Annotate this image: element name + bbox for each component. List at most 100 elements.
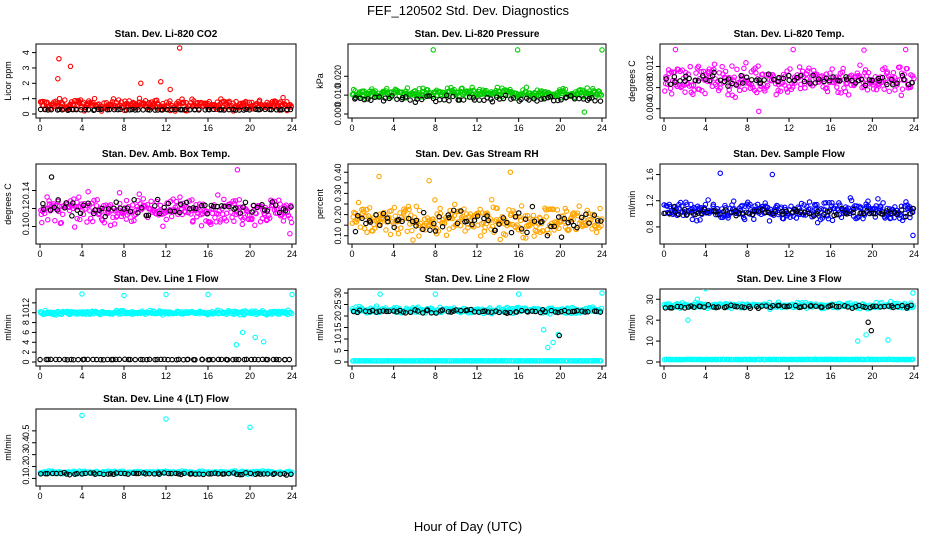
data-point — [436, 213, 442, 220]
data-point — [154, 196, 161, 203]
data-point — [252, 222, 258, 229]
data-point — [568, 218, 575, 225]
y-tick-label: 10 — [333, 334, 343, 344]
x-tick-label: 20 — [245, 371, 255, 381]
data-point — [780, 211, 786, 217]
data-point — [380, 308, 387, 314]
data-point — [833, 303, 840, 310]
outlier-point — [910, 232, 916, 239]
data-point — [77, 210, 84, 216]
data-point — [111, 106, 118, 113]
data-point — [707, 77, 713, 84]
data-point — [110, 96, 117, 102]
data-point — [838, 90, 844, 96]
y-tick-label: 4 — [21, 340, 31, 345]
data-point — [275, 206, 281, 213]
data-point — [427, 227, 433, 233]
data-point — [469, 221, 475, 228]
data-point — [233, 356, 239, 363]
data-point — [474, 358, 480, 364]
x-tick-label: 4 — [703, 123, 708, 133]
data-point — [45, 356, 51, 363]
data-point — [807, 80, 813, 86]
data-point — [188, 211, 194, 217]
data-point — [722, 68, 729, 75]
data-point — [531, 218, 538, 224]
data-point — [770, 302, 776, 309]
data-point — [476, 97, 483, 103]
data-point — [666, 211, 673, 217]
data-point — [526, 97, 532, 103]
data-point — [391, 308, 397, 314]
data-point — [186, 198, 193, 204]
data-point — [61, 356, 68, 363]
data-point — [677, 78, 683, 84]
x-tick-label: 24 — [909, 249, 919, 259]
data-point — [529, 203, 536, 210]
data-point — [437, 210, 444, 217]
data-point — [891, 214, 897, 221]
data-point — [105, 206, 112, 212]
data-point — [777, 88, 784, 94]
data-point — [661, 210, 667, 217]
data-point — [215, 192, 221, 198]
data-point — [711, 61, 718, 67]
data-point — [140, 196, 147, 202]
data-point — [695, 63, 702, 70]
data-point — [450, 207, 457, 214]
data-point — [496, 221, 502, 227]
data-point — [218, 107, 225, 113]
data-point — [74, 470, 80, 477]
data-point — [757, 80, 764, 86]
data-point — [277, 201, 283, 207]
data-point — [483, 358, 489, 364]
data-point — [593, 229, 600, 236]
data-point — [888, 210, 894, 216]
data-point — [493, 308, 499, 314]
data-point — [91, 470, 97, 476]
data-point — [240, 107, 247, 113]
data-point — [697, 217, 703, 223]
y-tick-label: 0.012 — [645, 55, 655, 78]
data-point — [74, 207, 81, 213]
y-tick-label: 0.004 — [645, 97, 655, 120]
data-point — [518, 307, 525, 314]
data-point — [510, 95, 517, 101]
chart-panel-8: Stan. Dev. Line 2 Flow ml/min 0 4 8 12 16 20 24 0… — [315, 274, 607, 381]
data-point — [85, 200, 91, 207]
data-points — [37, 412, 295, 478]
data-point — [741, 216, 748, 223]
data-point — [561, 215, 568, 222]
data-point — [68, 356, 74, 363]
outlier-point — [138, 80, 144, 87]
y-tick-label: 15 — [333, 322, 343, 332]
data-point — [247, 470, 254, 477]
data-point — [199, 356, 206, 363]
x-tick-label: 0 — [37, 249, 42, 259]
y-tick-label: 0.4 — [21, 436, 31, 449]
data-point — [869, 77, 875, 84]
data-point — [471, 357, 477, 364]
data-point — [485, 309, 491, 315]
data-point — [82, 470, 89, 477]
data-point — [862, 304, 869, 311]
data-point — [124, 205, 131, 211]
data-point — [69, 213, 75, 219]
data-point — [257, 106, 263, 113]
y-axis-label: degrees C — [627, 60, 637, 102]
data-point — [898, 207, 905, 213]
data-point — [909, 73, 916, 79]
data-point — [839, 69, 846, 75]
data-point — [410, 237, 416, 243]
data-point — [288, 310, 295, 317]
data-point — [586, 95, 593, 102]
data-point — [432, 228, 439, 234]
y-tick-label: 12 — [21, 298, 31, 308]
data-point — [366, 205, 373, 211]
data-point — [682, 206, 688, 213]
x-tick-label: 16 — [826, 249, 836, 259]
data-point — [287, 309, 294, 316]
data-point — [82, 106, 89, 113]
data-point — [595, 88, 602, 94]
data-point — [704, 209, 711, 216]
